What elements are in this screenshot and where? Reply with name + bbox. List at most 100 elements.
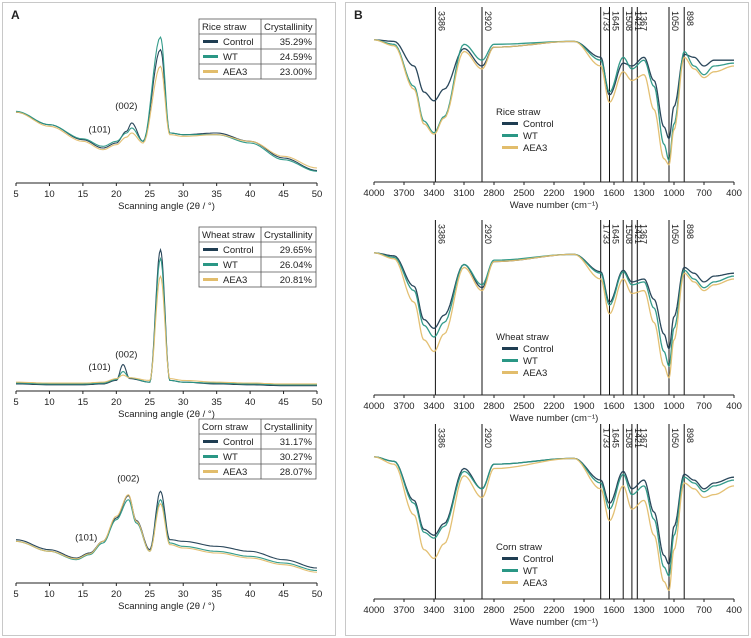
- x-tick-label: 50: [312, 189, 323, 200]
- series-line-aea3: [373, 39, 735, 166]
- marker-label: 1508: [624, 428, 634, 448]
- legend-series-label: WT: [223, 452, 238, 463]
- legend-sample-name: Wheat straw: [496, 332, 549, 343]
- crystallinity-value: 20.81%: [280, 275, 313, 286]
- x-tick-label: 3100: [453, 188, 474, 199]
- marker-label: 1421: [633, 11, 643, 31]
- x-tick-label: 30: [178, 189, 189, 200]
- marker-label: 2920: [483, 428, 493, 448]
- marker-label: 3386: [436, 224, 446, 244]
- x-tick-label: 3700: [393, 605, 414, 616]
- x-tick-label: 3700: [393, 188, 414, 199]
- marker-label: 1367: [638, 11, 648, 31]
- x-tick-label: 40: [245, 397, 256, 408]
- x-tick-label: 50: [312, 397, 323, 408]
- legend-header: Crystallinity: [264, 422, 313, 433]
- xrd-chart-2: 5 10 15 20 25 30 35 40 45 50 Scanning angle (2θ / …: [13, 226, 323, 420]
- marker-label: 898: [685, 428, 695, 443]
- crystallinity-table: Corn straw Crystallinity Control 31.17% WT 30…: [198, 418, 317, 480]
- x-axis-label: Scanning angle (2θ / °): [118, 201, 215, 212]
- legend-series-label: Control: [223, 437, 254, 448]
- legend-series-label: Control: [223, 37, 254, 48]
- x-tick-label: 1300: [633, 605, 654, 616]
- crystallinity-value: 29.65%: [280, 245, 313, 256]
- series-line-wt: [16, 256, 317, 386]
- series-line-wt: [373, 252, 735, 367]
- x-tick-label: 700: [696, 401, 712, 412]
- x-tick-label: 15: [78, 397, 89, 408]
- x-tick-label: 25: [144, 589, 155, 600]
- peak-label-002: (002): [117, 474, 139, 485]
- legend-sample-name: Corn straw: [202, 422, 248, 433]
- x-tick-label: 400: [726, 605, 742, 616]
- marker-label: 1050: [670, 224, 680, 244]
- x-tick-label: 1900: [573, 188, 594, 199]
- x-tick-label: 2500: [513, 188, 534, 199]
- x-tick-label: 2500: [513, 401, 534, 412]
- legend-series-label: Control: [523, 119, 554, 130]
- series-line-aea3: [16, 274, 317, 385]
- x-tick-label: 15: [78, 189, 89, 200]
- x-tick-label: 20: [111, 589, 122, 600]
- legend-header: Crystallinity: [264, 22, 313, 33]
- legend-series-label: WT: [523, 131, 538, 142]
- x-tick-label: 20: [111, 189, 122, 200]
- x-tick-label: 2500: [513, 605, 534, 616]
- marker-label: 1733: [602, 224, 612, 244]
- marker-label: 1421: [633, 428, 643, 448]
- x-tick-label: 2200: [543, 401, 564, 412]
- marker-label: 1645: [611, 428, 621, 448]
- x-tick-label: 2200: [543, 188, 564, 199]
- marker-label: 3386: [436, 11, 446, 31]
- crystallinity-value: 31.17%: [280, 437, 313, 448]
- x-tick-label: 1600: [603, 401, 624, 412]
- x-tick-label: 1900: [573, 401, 594, 412]
- marker-label: 1050: [670, 11, 680, 31]
- x-tick-label: 3400: [423, 605, 444, 616]
- crystallinity-value: 26.04%: [280, 260, 313, 271]
- x-tick-label: 3400: [423, 401, 444, 412]
- xrd-chart-3: 5 10 15 20 25 30 35 40 45 50 Scanning angle (2θ / …: [13, 418, 322, 612]
- x-tick-label: 4000: [363, 401, 384, 412]
- marker-label: 1733: [602, 428, 612, 448]
- legend-series-label: AEA3: [523, 578, 547, 589]
- x-tick-label: 1000: [663, 188, 684, 199]
- peak-label-101: (101): [75, 532, 97, 543]
- marker-label: 1645: [611, 11, 621, 31]
- marker-label: 2920: [483, 224, 493, 244]
- x-tick-label: 45: [278, 189, 289, 200]
- legend-series-label: AEA3: [223, 67, 247, 78]
- legend-series-label: WT: [223, 260, 238, 271]
- x-tick-label: 2200: [543, 605, 564, 616]
- panel-letter-b: B: [354, 8, 363, 22]
- x-tick-label: 35: [211, 589, 222, 600]
- marker-label: 1367: [638, 224, 648, 244]
- x-axis-label: Wave number (cm⁻¹): [510, 200, 599, 211]
- x-axis-label: Scanning angle (2θ / °): [118, 601, 215, 612]
- marker-label: 1367: [638, 428, 648, 448]
- marker-label: 1645: [611, 224, 621, 244]
- legend-series-label: WT: [523, 356, 538, 367]
- series-line-aea3: [373, 252, 735, 379]
- crystallinity-value: 24.59%: [280, 52, 313, 63]
- panel-b-ftir: B 3386 2920 1733 1645 1508 1421 1367 1050 898 4000…: [345, 2, 749, 636]
- x-tick-label: 15: [78, 589, 89, 600]
- marker-label: 3386: [436, 428, 446, 448]
- marker-label: 898: [685, 224, 695, 239]
- series-line-wt: [15, 36, 318, 172]
- peak-label-101: (101): [89, 362, 111, 373]
- x-tick-label: 2800: [483, 605, 504, 616]
- x-tick-label: 1300: [633, 401, 654, 412]
- series-line-aea3: [15, 494, 318, 573]
- x-tick-label: 700: [696, 605, 712, 616]
- x-tick-label: 1000: [663, 605, 684, 616]
- panel-a-xrd: A 5 10 15 20 25 30 35 40 45 50 Scanning angle (2θ /…: [2, 2, 336, 636]
- x-tick-label: 400: [726, 401, 742, 412]
- x-tick-label: 1600: [603, 605, 624, 616]
